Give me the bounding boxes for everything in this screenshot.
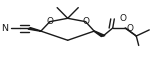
Text: O: O [82,17,89,26]
Polygon shape [28,28,41,31]
Polygon shape [94,31,105,36]
Text: O: O [119,14,126,23]
Text: O: O [46,17,53,26]
Text: O: O [126,24,133,33]
Text: N: N [1,24,8,33]
